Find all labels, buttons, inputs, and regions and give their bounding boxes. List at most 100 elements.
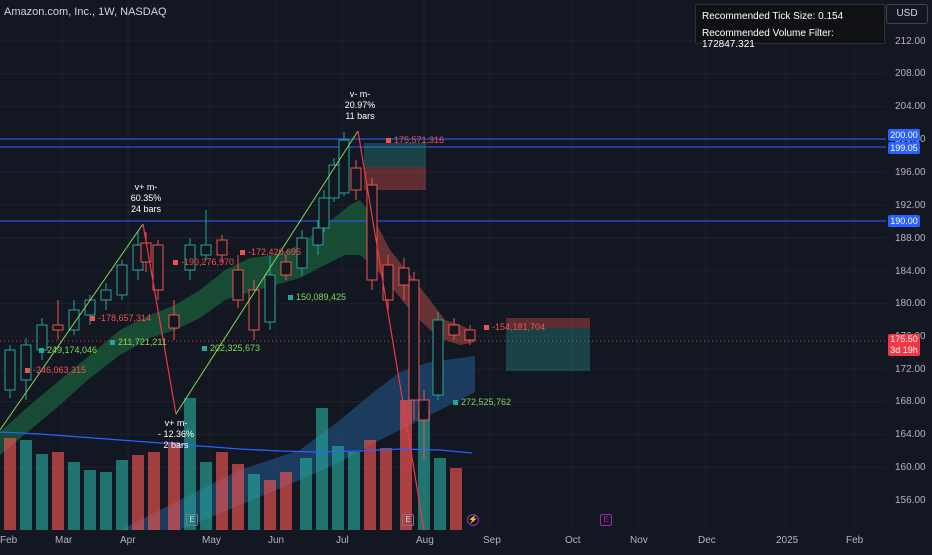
red-marker-icon xyxy=(90,316,95,322)
volume-bar xyxy=(316,408,328,530)
annotation-type: v+ m- xyxy=(134,182,158,192)
volume-label-value: 150,089,425 xyxy=(296,292,347,302)
candle-body xyxy=(52,324,64,331)
earnings-icon[interactable]: E xyxy=(186,514,198,526)
volume-label: 175,571,316 xyxy=(386,135,444,145)
annotation-percent: 20.97% xyxy=(344,100,376,110)
candle-body xyxy=(318,197,330,229)
swing-annotation: v+ m- 60.35% 24 bars xyxy=(122,182,170,215)
volume-bar xyxy=(348,452,360,530)
candle-body xyxy=(168,314,180,329)
candle-body xyxy=(100,289,112,301)
volume-label-value: -190,276,970 xyxy=(181,257,235,267)
earnings-icon[interactable]: E xyxy=(600,514,612,526)
candlesticks xyxy=(4,132,476,460)
volume-label-value: -178,657,314 xyxy=(98,313,152,323)
volume-label-value: -172,420,695 xyxy=(248,247,302,257)
zigzag-up-1 xyxy=(0,223,144,431)
candle-body xyxy=(432,319,444,396)
volume-bar xyxy=(434,458,446,530)
price-tick: 180.00 xyxy=(895,298,926,309)
tick-size-text: Recommended Tick Size: 0.154 xyxy=(702,11,844,22)
time-tick: Apr xyxy=(120,535,136,546)
price-tick: 212.00 xyxy=(895,36,926,47)
volume-bar xyxy=(100,472,112,530)
volume-label-value: 175,571,316 xyxy=(394,135,445,145)
volume-bar xyxy=(148,452,160,530)
volume-label: 211,721,211 xyxy=(110,337,167,347)
time-tick: Dec xyxy=(698,535,716,546)
price-tag-200[interactable]: 200.00 xyxy=(888,129,920,141)
time-tick: May xyxy=(202,535,221,546)
price-tick: 156.00 xyxy=(895,495,926,506)
recommendation-panel: Recommended Tick Size: 0.154 Recommended… xyxy=(695,4,885,50)
candle-body xyxy=(328,164,340,199)
red-marker-icon xyxy=(173,260,178,266)
candle-body xyxy=(296,237,308,269)
earnings-icon[interactable]: E xyxy=(402,514,414,526)
time-tick: Jul xyxy=(336,535,349,546)
candle-body xyxy=(408,279,420,401)
dividend-icon[interactable]: ⚡ xyxy=(467,514,479,526)
volume-label-value: 211,721,211 xyxy=(118,337,167,347)
price-tick: 208.00 xyxy=(895,68,926,79)
volume-label: 249,174,046 xyxy=(39,345,97,355)
time-tick: Sep xyxy=(483,535,501,546)
swing-annotation: v+ m- - 12.36% 2 bars xyxy=(150,418,202,451)
last-price-tag: 175.50 3d 19h xyxy=(888,334,920,356)
volume-bar xyxy=(184,398,196,530)
candle-body xyxy=(464,329,476,341)
volume-bar xyxy=(332,446,344,530)
volume-label: -172,420,695 xyxy=(240,247,301,257)
volume-bar xyxy=(4,438,16,530)
last-price-value: 175.50 xyxy=(890,334,918,344)
price-tag-190[interactable]: 190.00 xyxy=(888,215,920,227)
volume-bar xyxy=(400,400,412,530)
volume-bar xyxy=(20,440,32,530)
volume-bar xyxy=(36,454,48,530)
volume-label-value: -246,063,315 xyxy=(33,365,87,375)
time-tick: Feb xyxy=(846,535,864,546)
volume-bar xyxy=(300,458,312,530)
candle-body xyxy=(68,309,80,331)
target-zone-green xyxy=(506,328,590,371)
volume-bar xyxy=(116,460,128,530)
candle-body xyxy=(350,167,362,191)
zigzag-down-2 xyxy=(357,130,425,531)
candle-body xyxy=(232,269,244,301)
candle-body xyxy=(116,264,128,296)
volume-label: 272,525,762 xyxy=(453,397,511,407)
symbol-title: Amazon.com, Inc., 1W, NASDAQ xyxy=(4,6,167,18)
annotation-type: v- m- xyxy=(349,89,371,99)
volume-filter-text: Recommended Volume Filter: 172847.321 xyxy=(702,28,834,50)
price-tick: 184.00 xyxy=(895,266,926,277)
price-tag-199[interactable]: 199.05 xyxy=(888,142,920,154)
time-tick: Nov xyxy=(630,535,648,546)
red-marker-icon xyxy=(25,368,30,374)
swing-annotation: v- m- 20.97% 11 bars xyxy=(336,89,384,122)
volume-bar xyxy=(200,462,212,530)
green-marker-icon xyxy=(39,348,44,354)
volume-label-value: 202,325,673 xyxy=(210,343,261,353)
currency-button[interactable]: USD xyxy=(886,4,928,24)
volume-label: 202,325,673 xyxy=(202,343,260,353)
time-tick: Oct xyxy=(565,535,581,546)
price-tick: 196.00 xyxy=(895,167,926,178)
candle-body xyxy=(200,244,212,256)
red-marker-icon xyxy=(240,250,245,256)
candle-body xyxy=(4,349,16,391)
annotation-bars: 11 bars xyxy=(345,111,375,121)
supply-zone-red xyxy=(364,167,426,190)
candle-body xyxy=(20,344,32,381)
candle-body xyxy=(418,399,430,421)
volume-bar xyxy=(280,472,292,530)
volume-bar xyxy=(418,410,430,530)
time-tick: 2025 xyxy=(776,535,799,546)
volume-bar xyxy=(450,468,462,530)
volume-bar xyxy=(68,462,80,530)
candle-body xyxy=(366,184,378,281)
candle-body xyxy=(264,274,276,323)
candle-body xyxy=(184,244,196,271)
